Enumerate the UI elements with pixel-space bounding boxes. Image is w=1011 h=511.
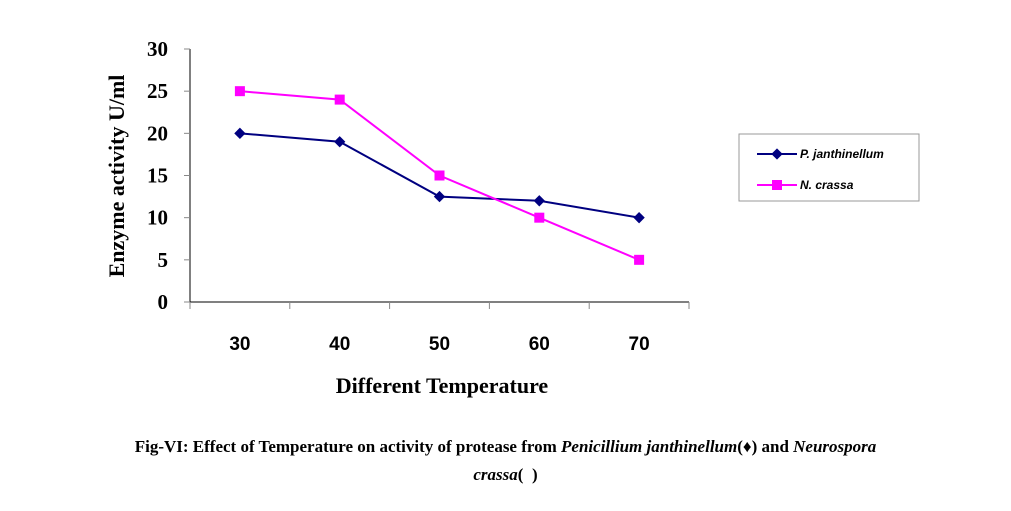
data-point-square xyxy=(534,212,545,223)
legend-label-p-janthinellum: P. janthinellum xyxy=(800,147,884,161)
figure-caption-line1: Fig-VI: Effect of Temperature on activit… xyxy=(0,437,1011,457)
data-point-diamond xyxy=(433,190,446,203)
caption-middle: and xyxy=(757,437,794,456)
data-point-square xyxy=(634,254,645,265)
y-tick-label: 25 xyxy=(147,79,168,103)
x-axis-title: Different Temperature xyxy=(336,373,549,398)
line-chart: 0 5 10 15 20 25 30 30 40 50 60 70 Enzyme activity … xyxy=(104,37,920,398)
data-point-square xyxy=(434,170,445,181)
caption-prefix: Fig-VI: Effect of Temperature on activit… xyxy=(134,437,562,456)
legend-marker-square xyxy=(772,180,782,190)
y-tick-label: 30 xyxy=(147,37,168,61)
caption-marker2: ( ) xyxy=(517,465,538,484)
series-layer xyxy=(234,86,645,265)
series-n-crassa xyxy=(234,86,645,265)
legend-box xyxy=(738,133,920,202)
y-tick-label: 15 xyxy=(147,164,168,188)
legend-label-n-crassa: N. crassa xyxy=(800,178,854,192)
caption-species2-part1: Neurospora xyxy=(793,437,877,456)
y-tick-label: 10 xyxy=(147,206,168,230)
data-point-diamond xyxy=(533,195,545,207)
legend-item-n-crassa: N. crassa xyxy=(757,178,854,192)
y-tick-label: 5 xyxy=(158,248,169,272)
caption-species1: Penicillium janthinellum xyxy=(561,437,738,456)
caption-marker1: (♦) xyxy=(737,437,758,456)
series-p-janthinellum xyxy=(234,127,645,224)
figure-caption-line2: crassa( ) xyxy=(0,465,1011,485)
data-point-diamond xyxy=(234,127,246,139)
y-axis-ticks: 0 5 10 15 20 25 30 xyxy=(147,37,190,314)
data-point-diamond xyxy=(334,136,346,148)
legend-item-p-janthinellum: P. janthinellum xyxy=(757,147,884,161)
x-tick-label: 40 xyxy=(329,334,350,355)
y-axis-title: Enzyme activity U/ml xyxy=(104,75,129,278)
data-point-diamond xyxy=(633,212,645,224)
legend-marker-diamond xyxy=(771,148,783,160)
x-tick-label: 30 xyxy=(229,334,250,355)
data-point-square xyxy=(234,86,245,97)
caption-species2-part2: crassa xyxy=(473,465,518,484)
data-point-square xyxy=(334,94,345,105)
y-tick-label: 20 xyxy=(147,121,168,145)
x-tick-label: 50 xyxy=(429,334,450,355)
y-tick-label: 0 xyxy=(158,290,169,314)
x-tick-label: 70 xyxy=(629,334,650,355)
legend: P. janthinellum N. crassa xyxy=(738,133,920,202)
x-axis-ticks: 30 40 50 60 70 xyxy=(189,302,690,355)
x-tick-label: 60 xyxy=(529,334,550,355)
